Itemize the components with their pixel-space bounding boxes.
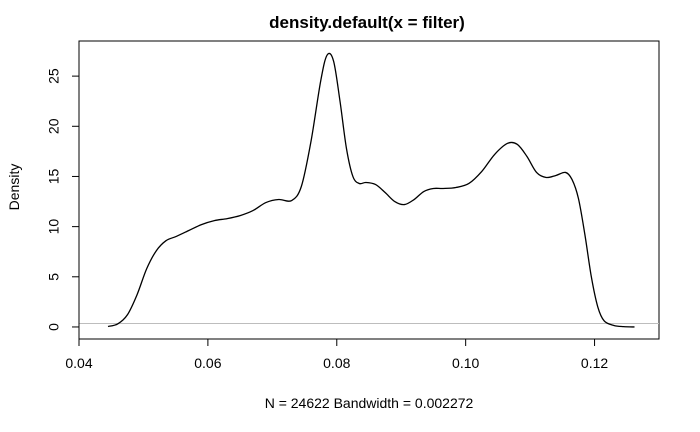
x-tick-label: 0.12 bbox=[581, 355, 608, 371]
plot-frame bbox=[78, 40, 660, 340]
y-tick-label: 5 bbox=[46, 273, 62, 281]
x-tick-label: 0.04 bbox=[65, 355, 92, 371]
x-axis: 0.04 0.06 0.08 0.10 0.12 bbox=[65, 338, 608, 371]
y-axis-label: Density bbox=[6, 164, 22, 211]
x-axis-label: N = 24622 Bandwidth = 0.002272 bbox=[265, 395, 474, 411]
x-tick-label: 0.08 bbox=[323, 355, 350, 371]
y-tick-label: 20 bbox=[46, 118, 62, 134]
x-tick-label: 0.06 bbox=[194, 355, 221, 371]
y-tick-label: 15 bbox=[46, 168, 62, 184]
y-tick-label: 10 bbox=[46, 219, 62, 235]
density-curve bbox=[107, 52, 635, 328]
x-tick-label: 0.10 bbox=[452, 355, 479, 371]
y-tick-label: 25 bbox=[46, 68, 62, 84]
chart-title: density.default(x = filter) bbox=[269, 13, 465, 32]
y-axis: 0 5 10 15 20 25 bbox=[46, 68, 80, 331]
y-tick-label: 0 bbox=[46, 323, 62, 331]
